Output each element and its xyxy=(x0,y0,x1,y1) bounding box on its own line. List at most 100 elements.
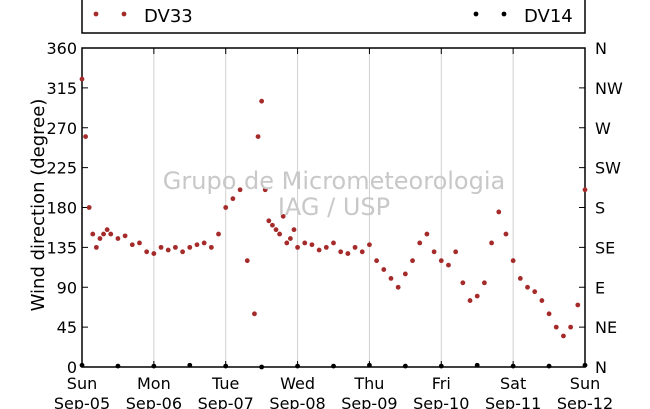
data-point-dv33 xyxy=(446,262,451,268)
data-point-dv14 xyxy=(115,363,121,369)
data-point-dv33 xyxy=(395,284,401,290)
data-point-dv33 xyxy=(266,218,272,224)
data-point-dv33 xyxy=(230,196,236,202)
data-point-dv33 xyxy=(582,187,588,193)
watermark-line-1: Grupo de Micrometeorologia xyxy=(163,167,505,195)
y-tick-label-right: SE xyxy=(595,238,615,257)
y-tick-label-right: NE xyxy=(595,318,617,337)
data-point-dv33 xyxy=(525,284,530,290)
x-tick-label-date: Sep-11 xyxy=(485,394,541,409)
y-tick-label: 45 xyxy=(57,318,77,337)
data-point-dv33 xyxy=(262,187,268,193)
data-point-dv33 xyxy=(374,258,380,264)
data-point-dv14 xyxy=(582,362,588,368)
watermark-line-2: IAG / USP xyxy=(278,193,390,221)
data-point-dv33 xyxy=(309,242,315,248)
x-tick-label-day: Sat xyxy=(500,374,526,393)
x-tick-label-day: Thu xyxy=(353,374,384,393)
x-tick-label-day: Tue xyxy=(211,374,239,393)
y-tick-label: 0 xyxy=(67,358,77,377)
data-point-dv33 xyxy=(115,236,121,241)
data-point-dv33 xyxy=(388,275,394,281)
y-tick-label: 135 xyxy=(46,238,77,257)
y-tick-label: 225 xyxy=(46,159,77,178)
legend-marker-dv33 xyxy=(93,11,99,17)
data-point-dv33 xyxy=(546,311,552,317)
data-point-dv33 xyxy=(137,240,142,246)
legend-box xyxy=(81,0,586,34)
data-point-dv33 xyxy=(151,251,157,256)
data-point-dv14 xyxy=(474,362,480,368)
data-point-dv14 xyxy=(295,363,300,369)
data-point-dv14 xyxy=(546,363,552,369)
data-point-dv33 xyxy=(201,240,207,246)
data-point-dv33 xyxy=(402,271,408,277)
data-point-dv33 xyxy=(331,240,336,246)
y-tick-label-right: E xyxy=(595,278,605,297)
data-point-dv33 xyxy=(453,249,459,255)
data-point-dv33 xyxy=(532,289,538,295)
data-point-dv33 xyxy=(194,242,200,248)
data-point-dv33 xyxy=(367,242,372,248)
data-point-dv33 xyxy=(438,258,444,264)
data-point-dv33 xyxy=(165,247,171,253)
data-point-dv33 xyxy=(277,231,283,237)
data-point-dv33 xyxy=(553,324,559,330)
data-point-dv33 xyxy=(496,209,502,215)
y-tick-label: 270 xyxy=(46,119,77,138)
x-tick-label-day: Sun xyxy=(67,374,97,393)
data-point-dv33 xyxy=(561,333,566,339)
data-point-dv33 xyxy=(287,236,293,241)
data-point-dv33 xyxy=(467,298,473,303)
data-point-dv33 xyxy=(90,231,96,237)
data-point-dv33 xyxy=(252,311,257,317)
data-point-dv33 xyxy=(273,227,279,233)
data-point-dv33 xyxy=(482,280,487,286)
x-tick-label-day: Fri xyxy=(432,374,451,393)
data-point-dv33 xyxy=(410,258,415,264)
data-point-dv33 xyxy=(284,240,290,246)
data-point-dv33 xyxy=(489,240,494,246)
data-point-dv33 xyxy=(187,244,193,250)
data-point-dv33 xyxy=(359,249,365,255)
data-point-dv33 xyxy=(381,267,387,272)
data-point-dv33 xyxy=(424,231,430,237)
legend-marker-dv33 xyxy=(121,11,127,17)
y-tick-label-right: N xyxy=(595,39,607,58)
y-tick-label: 315 xyxy=(46,79,77,98)
data-point-dv33 xyxy=(280,213,286,219)
data-point-dv33 xyxy=(86,205,92,210)
data-point-dv33 xyxy=(316,247,322,253)
data-point-dv33 xyxy=(295,244,300,250)
x-tick-label-date: Sep-09 xyxy=(341,394,397,409)
data-point-dv33 xyxy=(323,244,329,250)
x-tick-label-date: Sep-08 xyxy=(269,394,325,409)
data-point-dv33 xyxy=(83,134,88,140)
y-tick-label-right: W xyxy=(595,119,611,138)
data-point-dv33 xyxy=(244,258,250,264)
y-tick-label-right: S xyxy=(595,199,605,218)
data-point-dv33 xyxy=(122,233,128,239)
data-point-dv33 xyxy=(144,249,150,255)
data-point-dv33 xyxy=(259,98,265,104)
y-tick-label-right: SW xyxy=(595,159,621,178)
x-tick-label-day: Sun xyxy=(570,374,600,393)
data-point-dv33 xyxy=(417,240,423,246)
data-point-dv33 xyxy=(302,240,308,246)
data-point-dv14 xyxy=(402,363,408,369)
data-point-dv33 xyxy=(291,227,297,233)
data-point-dv33 xyxy=(79,76,85,82)
legend-label-dv14: DV14 xyxy=(524,6,573,27)
data-point-dv14 xyxy=(151,363,157,369)
data-point-dv33 xyxy=(345,251,351,256)
legend-label-dv33: DV33 xyxy=(144,6,193,27)
x-tick-label-day: Wed xyxy=(280,374,315,393)
data-point-dv14 xyxy=(223,363,229,369)
data-point-dv14 xyxy=(331,363,336,369)
y-axis-title: Wind direction (degree) xyxy=(28,99,49,312)
data-point-dv33 xyxy=(338,249,344,255)
data-point-dv33 xyxy=(503,231,509,237)
x-tick-label-date: Sep-05 xyxy=(54,394,110,409)
data-point-dv33 xyxy=(270,222,275,228)
